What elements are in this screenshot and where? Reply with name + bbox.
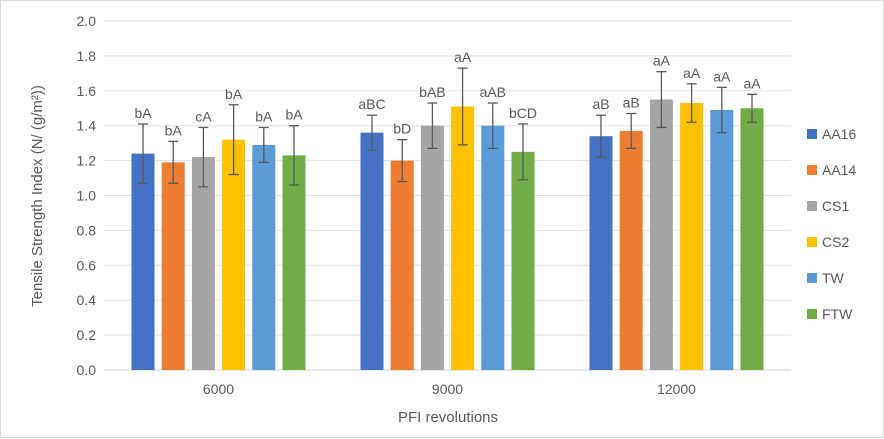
legend-swatch (807, 309, 817, 319)
bar-ftw (282, 155, 306, 370)
gridlines (104, 20, 791, 371)
legend-label: FTW (822, 306, 853, 322)
legend-item-aa16: AA16 (807, 126, 856, 142)
legend-swatch (807, 237, 817, 247)
bar-ftw (740, 108, 764, 370)
bar-tw (481, 125, 505, 370)
y-axis-ticks: 0.0 0.2 0.4 0.6 0.8 1.0 1.2 1.4 1.6 1.8 2.0 (77, 13, 97, 378)
data-label: aBC (358, 96, 385, 112)
bar-cs1 (649, 99, 673, 371)
y-tick-label: 0.6 (77, 257, 97, 273)
data-label: aB (623, 94, 640, 110)
bar-aa14 (161, 162, 185, 370)
legend-label: AA16 (822, 126, 856, 142)
data-label: bA (255, 108, 273, 124)
bar-aa16 (589, 136, 613, 370)
bar-cs1 (420, 125, 444, 370)
legend-swatch (807, 129, 817, 139)
y-tick-label: 1.4 (77, 118, 97, 134)
data-label: aA (683, 65, 701, 81)
y-axis-title: Tensile Strength Index (N/ (g/m²)) (29, 85, 46, 307)
legend-item-cs1: CS1 (807, 198, 849, 214)
legend-item-ftw: FTW (807, 306, 853, 322)
y-tick-label: 2.0 (77, 13, 97, 29)
x-axis-ticks: 6000 9000 12000 (203, 381, 696, 397)
data-label: bAB (419, 84, 445, 100)
bar-cs2 (680, 103, 704, 370)
y-tick-label: 1.0 (77, 188, 97, 204)
legend-label: CS2 (822, 234, 849, 250)
y-tick-label: 1.6 (77, 83, 97, 99)
bar-aa14 (619, 130, 643, 370)
legend-item-aa14: AA14 (807, 162, 856, 178)
y-tick-label: 0.8 (77, 222, 97, 238)
y-tick-label: 1.2 (77, 153, 97, 169)
legend-item-tw: TW (807, 270, 845, 286)
bar-ftw (511, 151, 535, 370)
data-label: bD (393, 121, 411, 137)
x-tick-label: 6000 (203, 381, 234, 397)
y-tick-label: 0.2 (77, 327, 97, 343)
data-label: aA (454, 49, 472, 65)
data-label: aB (592, 96, 609, 112)
legend-swatch (807, 165, 817, 175)
data-label: bA (134, 105, 152, 121)
legend: AA16 AA14 CS1 CS2 TW FTW (807, 126, 856, 322)
legend-swatch (807, 201, 817, 211)
data-label: bCD (509, 105, 537, 121)
legend-label: TW (822, 270, 845, 286)
legend-item-cs2: CS2 (807, 234, 849, 250)
data-label: bA (285, 107, 303, 123)
legend-label: CS1 (822, 198, 849, 214)
bar-aa16 (131, 153, 155, 370)
y-tick-label: 1.8 (77, 48, 97, 64)
x-axis-title: PFI revolutions (398, 409, 498, 426)
y-tick-label: 0.0 (77, 362, 97, 378)
x-tick-label: 12000 (657, 381, 696, 397)
data-label: cA (195, 108, 212, 124)
bar-cs1 (191, 157, 215, 370)
data-label: aA (713, 68, 731, 84)
bar-aa16 (360, 132, 384, 370)
y-tick-label: 0.4 (77, 292, 97, 308)
data-label: aAB (480, 84, 506, 100)
x-tick-label: 9000 (432, 381, 463, 397)
bar-cs2 (222, 139, 246, 370)
bar-cs2 (451, 106, 475, 370)
bar-aa14 (390, 160, 414, 370)
legend-label: AA14 (822, 162, 856, 178)
data-label: bA (165, 122, 183, 138)
data-label: aA (653, 53, 671, 69)
bar-tw (710, 109, 734, 371)
legend-swatch (807, 273, 817, 283)
bar-tw (252, 144, 276, 370)
data-label: aA (743, 75, 761, 91)
data-label: bA (225, 86, 243, 102)
